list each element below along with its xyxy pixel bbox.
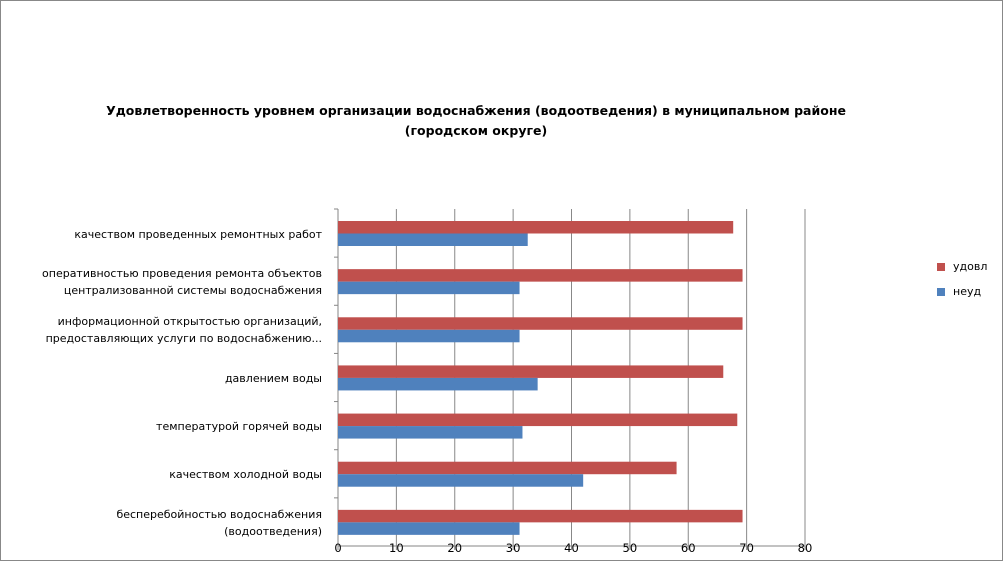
category-label-line: информационной открытостью организаций, <box>57 315 322 329</box>
bar-neud <box>338 329 520 343</box>
x-tick-label: 10 <box>389 541 404 555</box>
bar-udovl <box>338 269 743 282</box>
x-tick-label: 40 <box>564 541 579 555</box>
category-label: оперативностью проведения ремонта объект… <box>2 265 322 299</box>
bar-neud <box>338 377 538 391</box>
x-tick-label: 20 <box>447 541 463 555</box>
x-tick-label: 80 <box>797 541 813 555</box>
category-label-line: предоставляющих услуги по водоснабжению.… <box>45 332 322 346</box>
category-label-line: температурой горячей воды <box>156 420 322 434</box>
category-label: качеством холодной воды <box>2 466 322 483</box>
legend-item-udovl: удовл <box>937 260 987 273</box>
x-tick-label: 60 <box>680 541 696 555</box>
legend-label: удовл <box>953 260 988 273</box>
category-label-line: оперативностью проведения ремонта объект… <box>42 267 322 281</box>
bar-neud <box>338 474 584 487</box>
category-label-line: (водоотведения) <box>224 524 322 538</box>
chart-title-line-2: (городском округе) <box>404 123 548 138</box>
category-label: информационной открытостью организаций, п… <box>2 313 322 347</box>
legend-swatch-neud <box>937 287 945 296</box>
legend-item-neud: неуд <box>937 285 981 298</box>
x-tick-label: 70 <box>739 541 754 555</box>
category-label-line: качеством проведенных ремонтных работ <box>74 227 322 241</box>
bar-udovl <box>338 461 677 475</box>
bar-udovl <box>338 509 743 523</box>
category-label-line: бесперебойностью водоснабжения <box>116 507 322 521</box>
legend-label: неуд <box>953 285 982 298</box>
bar-neud <box>338 233 528 246</box>
x-tick-label: 30 <box>505 541 521 555</box>
bar-udovl <box>338 413 738 427</box>
x-tick-label: 0 <box>334 541 342 555</box>
bar-udovl <box>338 365 724 378</box>
bar-neud <box>338 281 520 295</box>
category-label-line: давлением воды <box>224 372 322 385</box>
bar-neud <box>338 426 523 439</box>
x-tick-label: 50 <box>622 541 638 555</box>
category-label: давлением воды <box>2 370 322 387</box>
category-label: качеством проведенных ремонтных работ <box>2 226 322 243</box>
category-label-line: качеством холодной воды <box>169 468 322 482</box>
bar-neud <box>338 522 520 535</box>
legend-swatch-udovl <box>937 262 945 271</box>
category-label-line: централизованной системы водоснабжения <box>63 284 322 298</box>
category-label: температурой горячей воды <box>2 418 322 435</box>
category-label: бесперебойностью водоснабжения (водоотвед… <box>2 506 322 540</box>
bar-udovl <box>338 317 743 330</box>
chart-title-line-1: Удовлетворенность уровнем организации во… <box>106 103 846 118</box>
bar-udovl <box>338 221 734 234</box>
